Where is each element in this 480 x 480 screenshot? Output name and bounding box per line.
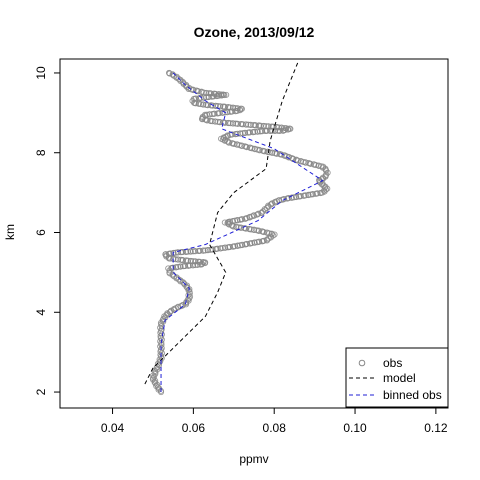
obs-point	[192, 258, 199, 265]
obs-point	[166, 69, 173, 77]
obs-series	[149, 69, 331, 396]
x-tick-label-2: 0.08	[263, 421, 287, 435]
y-axis-label: km	[3, 224, 17, 240]
obs-point	[151, 373, 158, 380]
obs-point	[217, 103, 224, 110]
obs-point	[254, 211, 261, 218]
y-axis: 2 4 6 8 10	[34, 66, 60, 395]
obs-point	[179, 301, 186, 308]
obs-point	[200, 247, 207, 254]
y-tick-label-2: 6	[34, 229, 48, 236]
obs-point	[169, 71, 176, 78]
obs-point	[254, 128, 261, 135]
obs-point	[170, 249, 177, 256]
obs-point	[220, 91, 227, 98]
legend-obs-marker	[358, 359, 366, 367]
obs-point	[166, 70, 173, 77]
obs-point	[260, 237, 267, 244]
obs-point	[177, 263, 184, 270]
obs-point	[234, 105, 241, 112]
obs-point	[174, 256, 181, 263]
x-tick-label-4: 0.12	[424, 421, 448, 435]
obs-point	[187, 248, 194, 255]
obs-point	[200, 101, 207, 108]
x-tick-label-3: 0.10	[343, 421, 367, 435]
plot-frame	[59, 58, 449, 409]
obs-point	[217, 245, 224, 252]
obs-point	[265, 123, 272, 130]
obs-point	[268, 200, 275, 207]
x-tick-label-0: 0.04	[101, 421, 125, 435]
binned-obs-line	[160, 72, 324, 393]
obs-point	[216, 118, 223, 126]
obs-point	[269, 149, 276, 156]
legend-obs-label: obs	[383, 356, 402, 370]
model-line	[144, 60, 299, 385]
x-axis: 0.04 0.06 0.08 0.10 0.12	[101, 408, 448, 435]
y-tick-label-4: 10	[34, 66, 48, 80]
obs-point	[305, 191, 312, 198]
x-axis-label: ppmv	[239, 452, 268, 466]
y-tick-label-0: 2	[34, 388, 48, 395]
x-tick-label-1: 0.06	[182, 421, 206, 435]
series-layer	[144, 60, 331, 396]
legend-binned-obs-label: binned obs	[383, 388, 442, 402]
obs-point	[251, 239, 258, 246]
legend: obs model binned obs	[345, 347, 449, 408]
chart-title: Ozone, 2013/09/12	[194, 24, 315, 40]
legend-model-label: model	[383, 371, 416, 385]
obs-point	[288, 194, 295, 201]
obs-point	[247, 121, 254, 128]
obs-point	[237, 130, 244, 137]
y-tick-label-1: 4	[34, 309, 48, 316]
obs-point	[234, 242, 241, 249]
y-tick-label-3: 8	[34, 149, 48, 156]
plot-area	[59, 58, 449, 409]
